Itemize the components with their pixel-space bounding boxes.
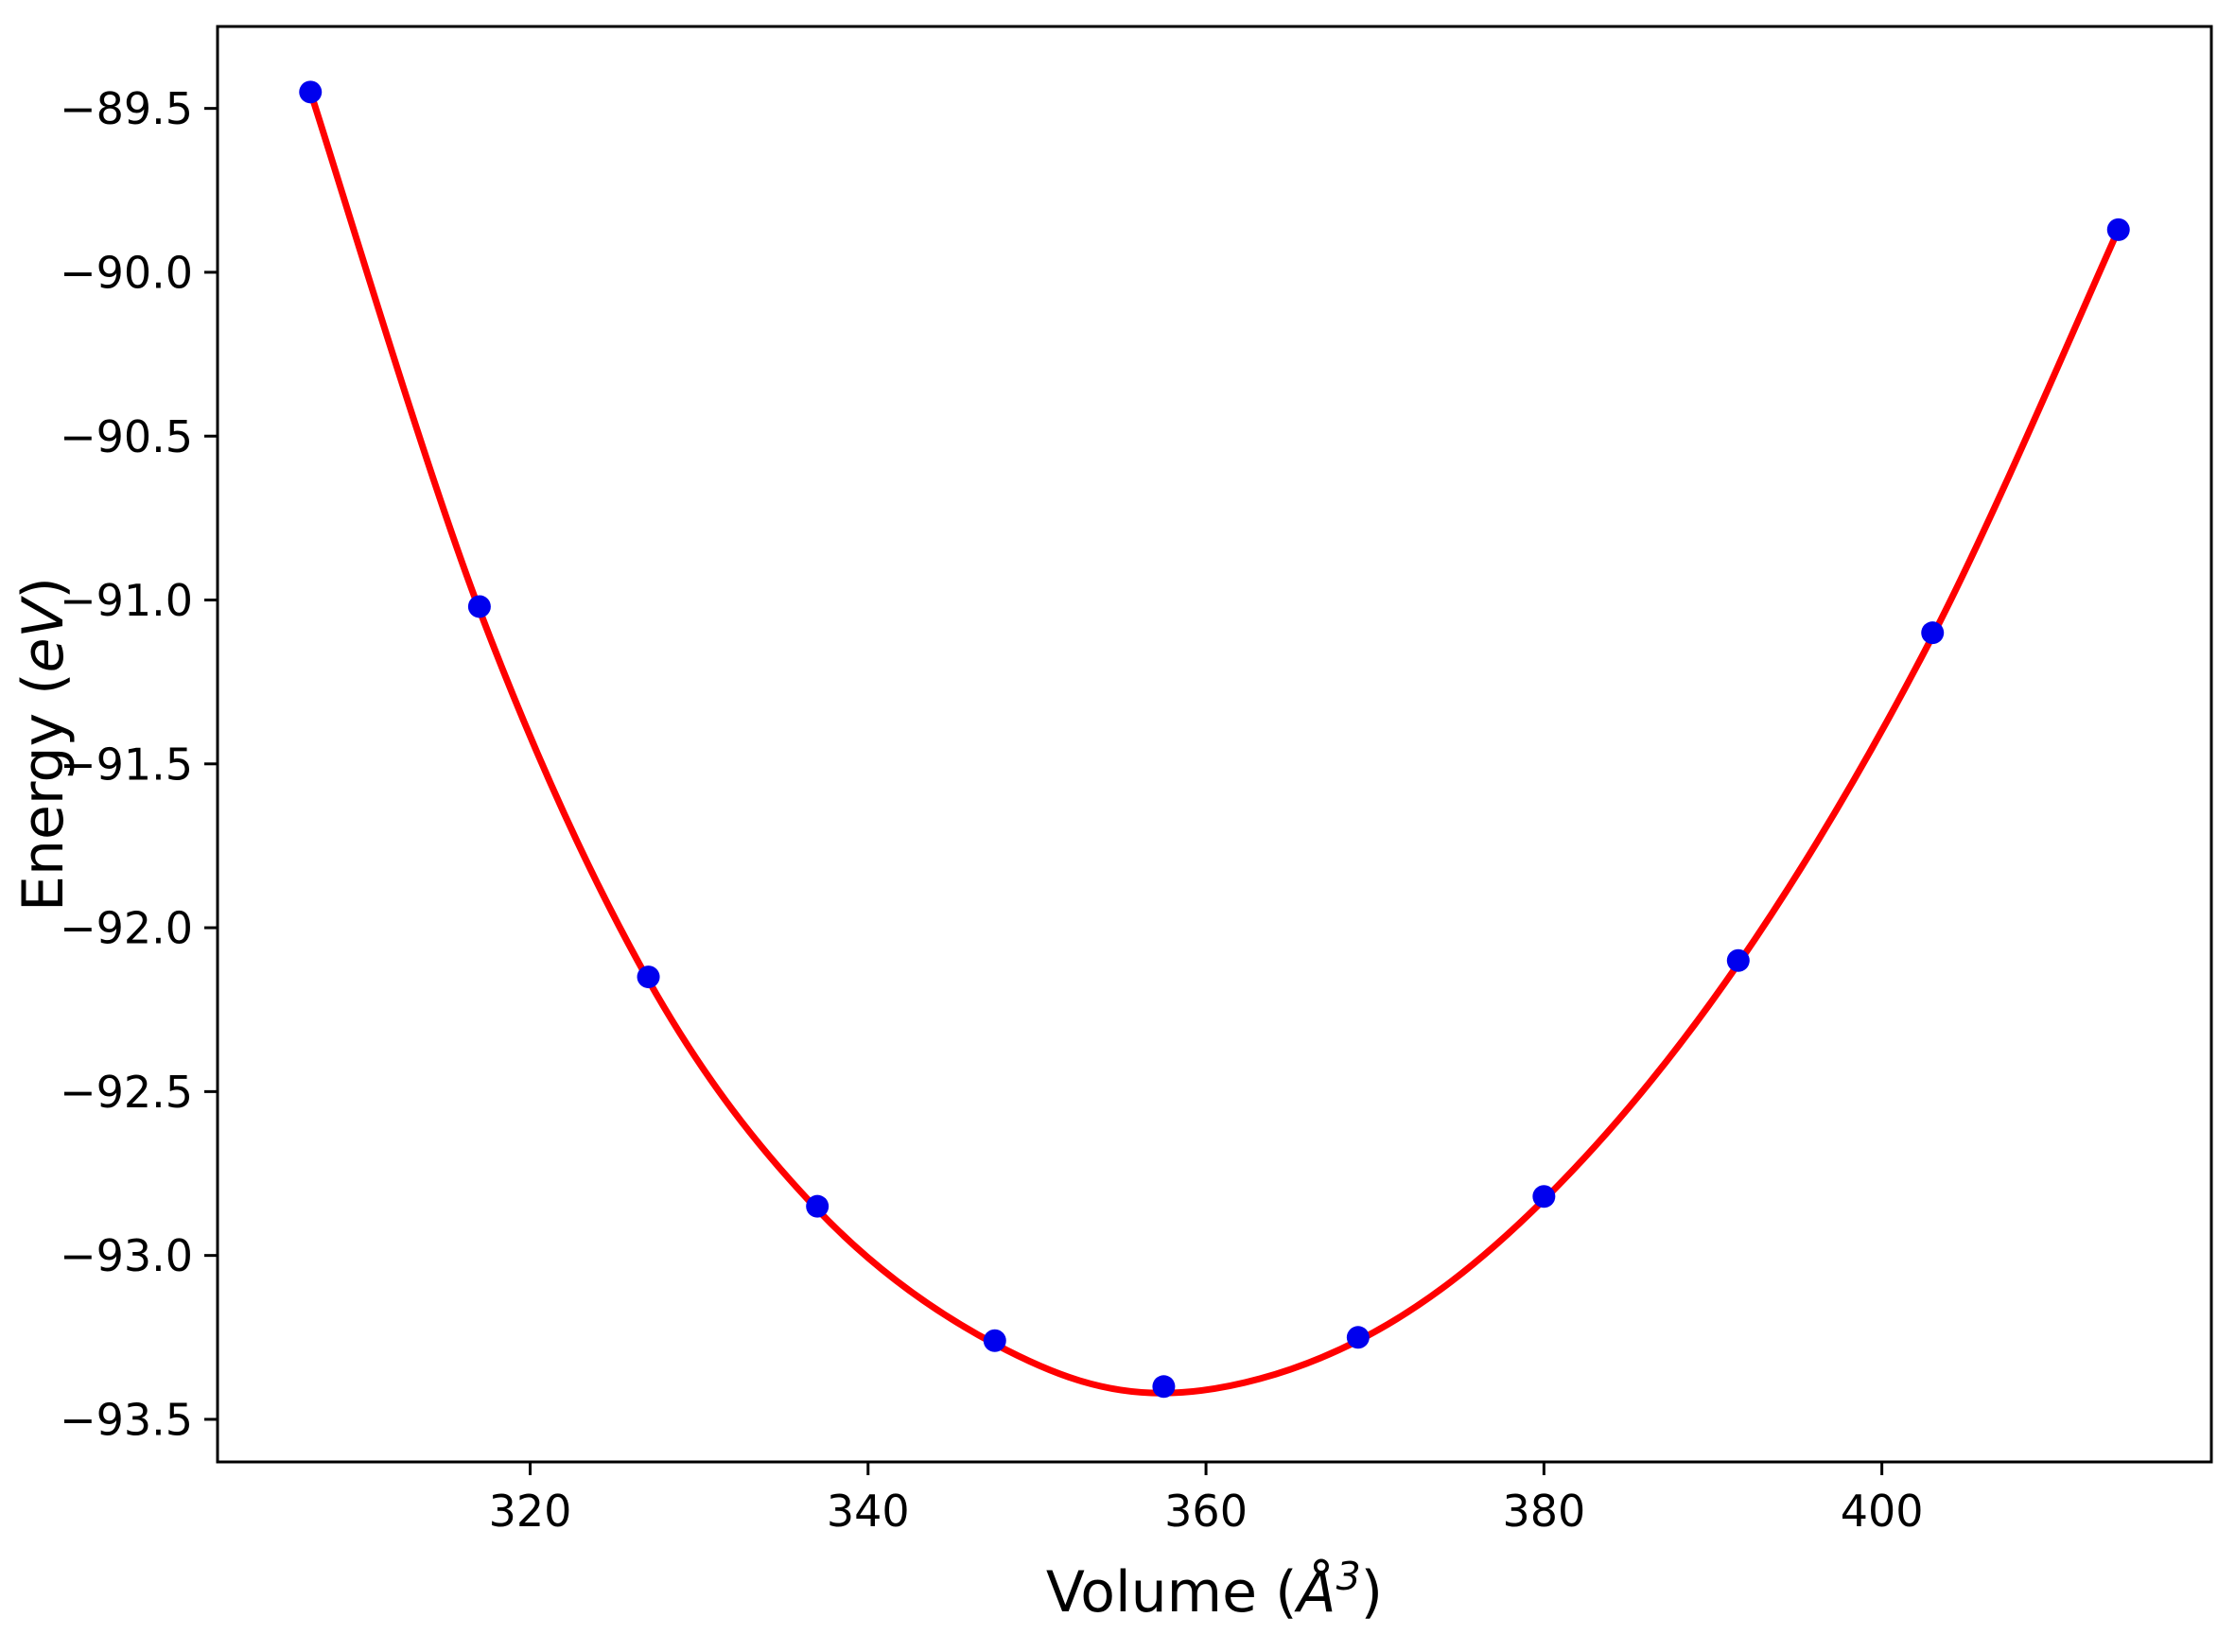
y-tick-label: −90.5 <box>60 411 193 462</box>
y-tick-label: −92.0 <box>60 903 193 954</box>
x-tick-label: 360 <box>1164 1486 1248 1537</box>
y-tick-label: −93.0 <box>60 1230 193 1281</box>
x-tick-label: 340 <box>827 1486 910 1537</box>
data-point <box>806 1194 829 1218</box>
y-tick-label: −90.0 <box>60 247 193 298</box>
data-point <box>1152 1375 1176 1399</box>
y-tick-label: −93.5 <box>60 1395 193 1446</box>
y-tick-label: −92.5 <box>60 1067 193 1118</box>
y-tick-label: −91.5 <box>60 739 193 790</box>
data-point <box>1532 1185 1556 1209</box>
x-tick-label: 380 <box>1502 1486 1585 1537</box>
plot-area-border <box>216 25 2213 1464</box>
data-point <box>2106 217 2130 241</box>
data-point <box>1726 948 1750 972</box>
y-tick-label: −89.5 <box>60 83 193 134</box>
data-point <box>1346 1326 1370 1349</box>
x-axis-label: Volume (Å3) <box>1046 1554 1383 1626</box>
data-point <box>299 80 323 104</box>
y-axis-label: Energy (eV) <box>10 577 77 912</box>
data-point <box>467 595 491 618</box>
data-point <box>637 965 660 989</box>
data-point <box>983 1329 1006 1352</box>
data-point <box>1921 621 1945 645</box>
x-tick-label: 400 <box>1841 1486 1924 1537</box>
x-tick-label: 320 <box>489 1486 572 1537</box>
y-tick-label: −91.0 <box>60 575 193 626</box>
